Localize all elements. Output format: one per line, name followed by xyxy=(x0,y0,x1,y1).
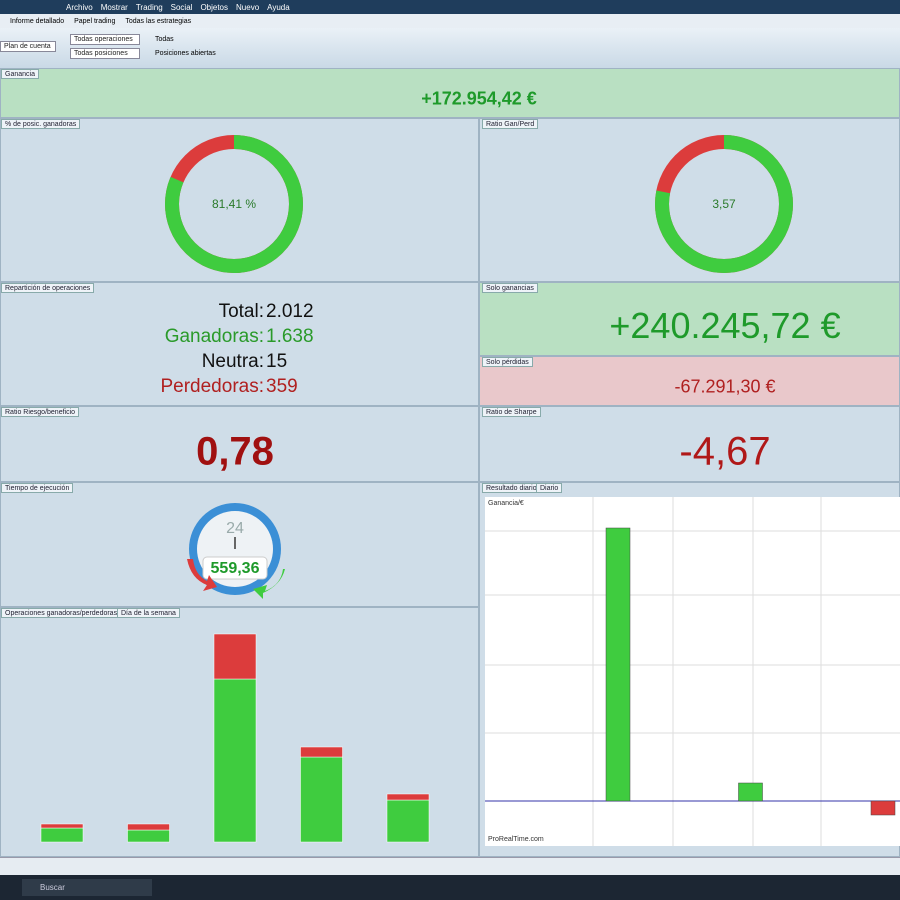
breakdown-row: Total: 2.012 xyxy=(1,301,480,326)
bar xyxy=(738,782,763,802)
row-value: 15 xyxy=(266,351,288,372)
bar xyxy=(870,800,896,816)
donut-label: 3,57 xyxy=(712,197,736,211)
toolbar-button[interactable]: Informe detallado xyxy=(10,17,65,25)
checkbox-label[interactable]: Todas xyxy=(155,36,174,43)
breakdown-row: Perdedoras: 359 xyxy=(1,376,480,401)
menu-item[interactable]: Nuevo xyxy=(236,2,260,12)
donut: 81,41 % xyxy=(165,135,303,273)
legend-label: Ganancia/€ xyxy=(488,500,524,507)
weekday-chart-panel: Operaciones ganadoras/perdedoras Día de … xyxy=(0,607,479,857)
gauge-dial: 24 xyxy=(226,520,244,537)
gauge-value: 559,36 xyxy=(211,560,260,577)
donut: 3,57 xyxy=(655,135,793,273)
search-box[interactable]: Buscar xyxy=(22,879,152,896)
bar xyxy=(386,793,430,801)
gains-panel: Solo ganancias +240.245,72 € xyxy=(479,282,900,356)
risk-reward-panel: Ratio Riesgo/beneficio 0,78 xyxy=(0,406,479,482)
bar xyxy=(40,827,84,843)
panel-title: Operaciones ganadoras/perdedoras xyxy=(1,608,122,618)
footer: ProRealTime.com xyxy=(488,836,544,843)
breakdown-panel: Repartición de operaciones Total: 2.012 Ga… xyxy=(0,282,479,406)
bar xyxy=(213,678,257,843)
bar xyxy=(127,829,170,843)
row-label: Neutra: xyxy=(201,351,264,372)
row-label: Perdedoras: xyxy=(160,376,264,397)
toolbar: Informe detallado Papel trading Todas las … xyxy=(0,14,900,28)
bar xyxy=(386,799,430,843)
status-bar xyxy=(0,857,900,875)
panel-title: Solo pérdidas xyxy=(482,357,533,367)
chart: Ganancia/€ ProRealTime.com xyxy=(485,497,900,846)
gauge-box xyxy=(202,556,268,580)
profit-value: +172.954,42 € xyxy=(421,88,537,109)
donut-win xyxy=(655,135,793,273)
menu-item[interactable]: Objetos xyxy=(200,2,229,12)
panel-title: Ratio de Sharpe xyxy=(482,407,541,417)
panel-title: % de posic. ganadoras xyxy=(1,119,81,129)
menu-item[interactable]: Ayuda xyxy=(267,2,290,12)
donut-win xyxy=(165,135,303,273)
taskbar: Buscar xyxy=(0,875,900,900)
panel-title: Repartición de operaciones xyxy=(1,283,95,293)
dropdown[interactable]: Todas operaciones xyxy=(70,34,140,45)
menu-bar: Archivo Mostrar Trading Social Objetos Nuevo A… xyxy=(0,0,900,14)
menu-item[interactable]: Mostrar xyxy=(100,2,128,12)
checkbox-label[interactable]: Posiciones abiertas xyxy=(155,50,216,57)
gains-value: +240.245,72 € xyxy=(609,305,841,346)
breakdown-row: Neutra: 15 xyxy=(1,351,480,376)
plot-area xyxy=(485,497,900,846)
panel-title: Tiempo de ejecución xyxy=(1,483,74,493)
row-label: Total: xyxy=(218,301,264,322)
profit-panel: Ganancia +172.954,42 € xyxy=(0,68,900,118)
dropdown[interactable]: Todas posiciones xyxy=(70,48,140,59)
bar xyxy=(127,823,170,831)
bar xyxy=(605,527,631,802)
bar xyxy=(300,756,343,843)
bar xyxy=(300,746,343,758)
toolbar-button[interactable]: Todas las estrategias xyxy=(125,17,192,25)
panel-title: Ratio Riesgo/beneficio xyxy=(1,407,80,417)
row-value: 2.012 xyxy=(266,301,314,322)
menu-item[interactable]: Trading xyxy=(135,2,163,12)
sharpe-panel: Ratio de Sharpe -4,67 xyxy=(479,406,900,482)
risk-reward-value: 0,78 xyxy=(196,429,274,474)
arrow-icon xyxy=(187,559,217,591)
chart xyxy=(40,633,430,843)
menu-item[interactable]: Social xyxy=(170,2,193,12)
panel-title: Resultado diario xyxy=(482,483,541,493)
dropdown[interactable]: Diario xyxy=(536,483,563,493)
panel-title: Solo ganancias xyxy=(482,283,538,293)
gauge: 24 559,36 xyxy=(187,503,285,599)
sharpe-value: -4,67 xyxy=(679,429,771,474)
row-value: 1.638 xyxy=(266,326,314,347)
row-value: 359 xyxy=(266,376,298,397)
losses-panel: Solo pérdidas -67.291,30 € xyxy=(479,356,900,406)
exec-time-panel: Tiempo de ejecución 24 559,36 xyxy=(0,482,479,607)
breakdown-row: Ganadoras: 1.638 xyxy=(1,326,480,351)
panel-title: Ratio Gan/Perd xyxy=(482,119,539,129)
bar xyxy=(40,823,84,829)
toolbar-button[interactable]: Papel trading xyxy=(74,17,116,25)
losses-value: -67.291,30 € xyxy=(674,376,776,397)
daily-chart-panel: Resultado diario Diario Ganancia/€ ProRea… xyxy=(479,482,900,857)
menu-item[interactable]: Archivo xyxy=(66,2,93,12)
panel-title: Ganancia xyxy=(1,69,39,79)
dropdown[interactable]: Día de la semana xyxy=(117,608,180,618)
filter-bar: Plan de cuenta Todas operaciones Todas p… xyxy=(0,28,900,68)
bar xyxy=(213,633,257,680)
arrow-icon xyxy=(253,569,285,599)
row-label: Ganadoras: xyxy=(164,326,264,347)
dropdown[interactable]: Plan de cuenta xyxy=(0,41,56,52)
donut-label: 81,41 % xyxy=(212,197,256,211)
